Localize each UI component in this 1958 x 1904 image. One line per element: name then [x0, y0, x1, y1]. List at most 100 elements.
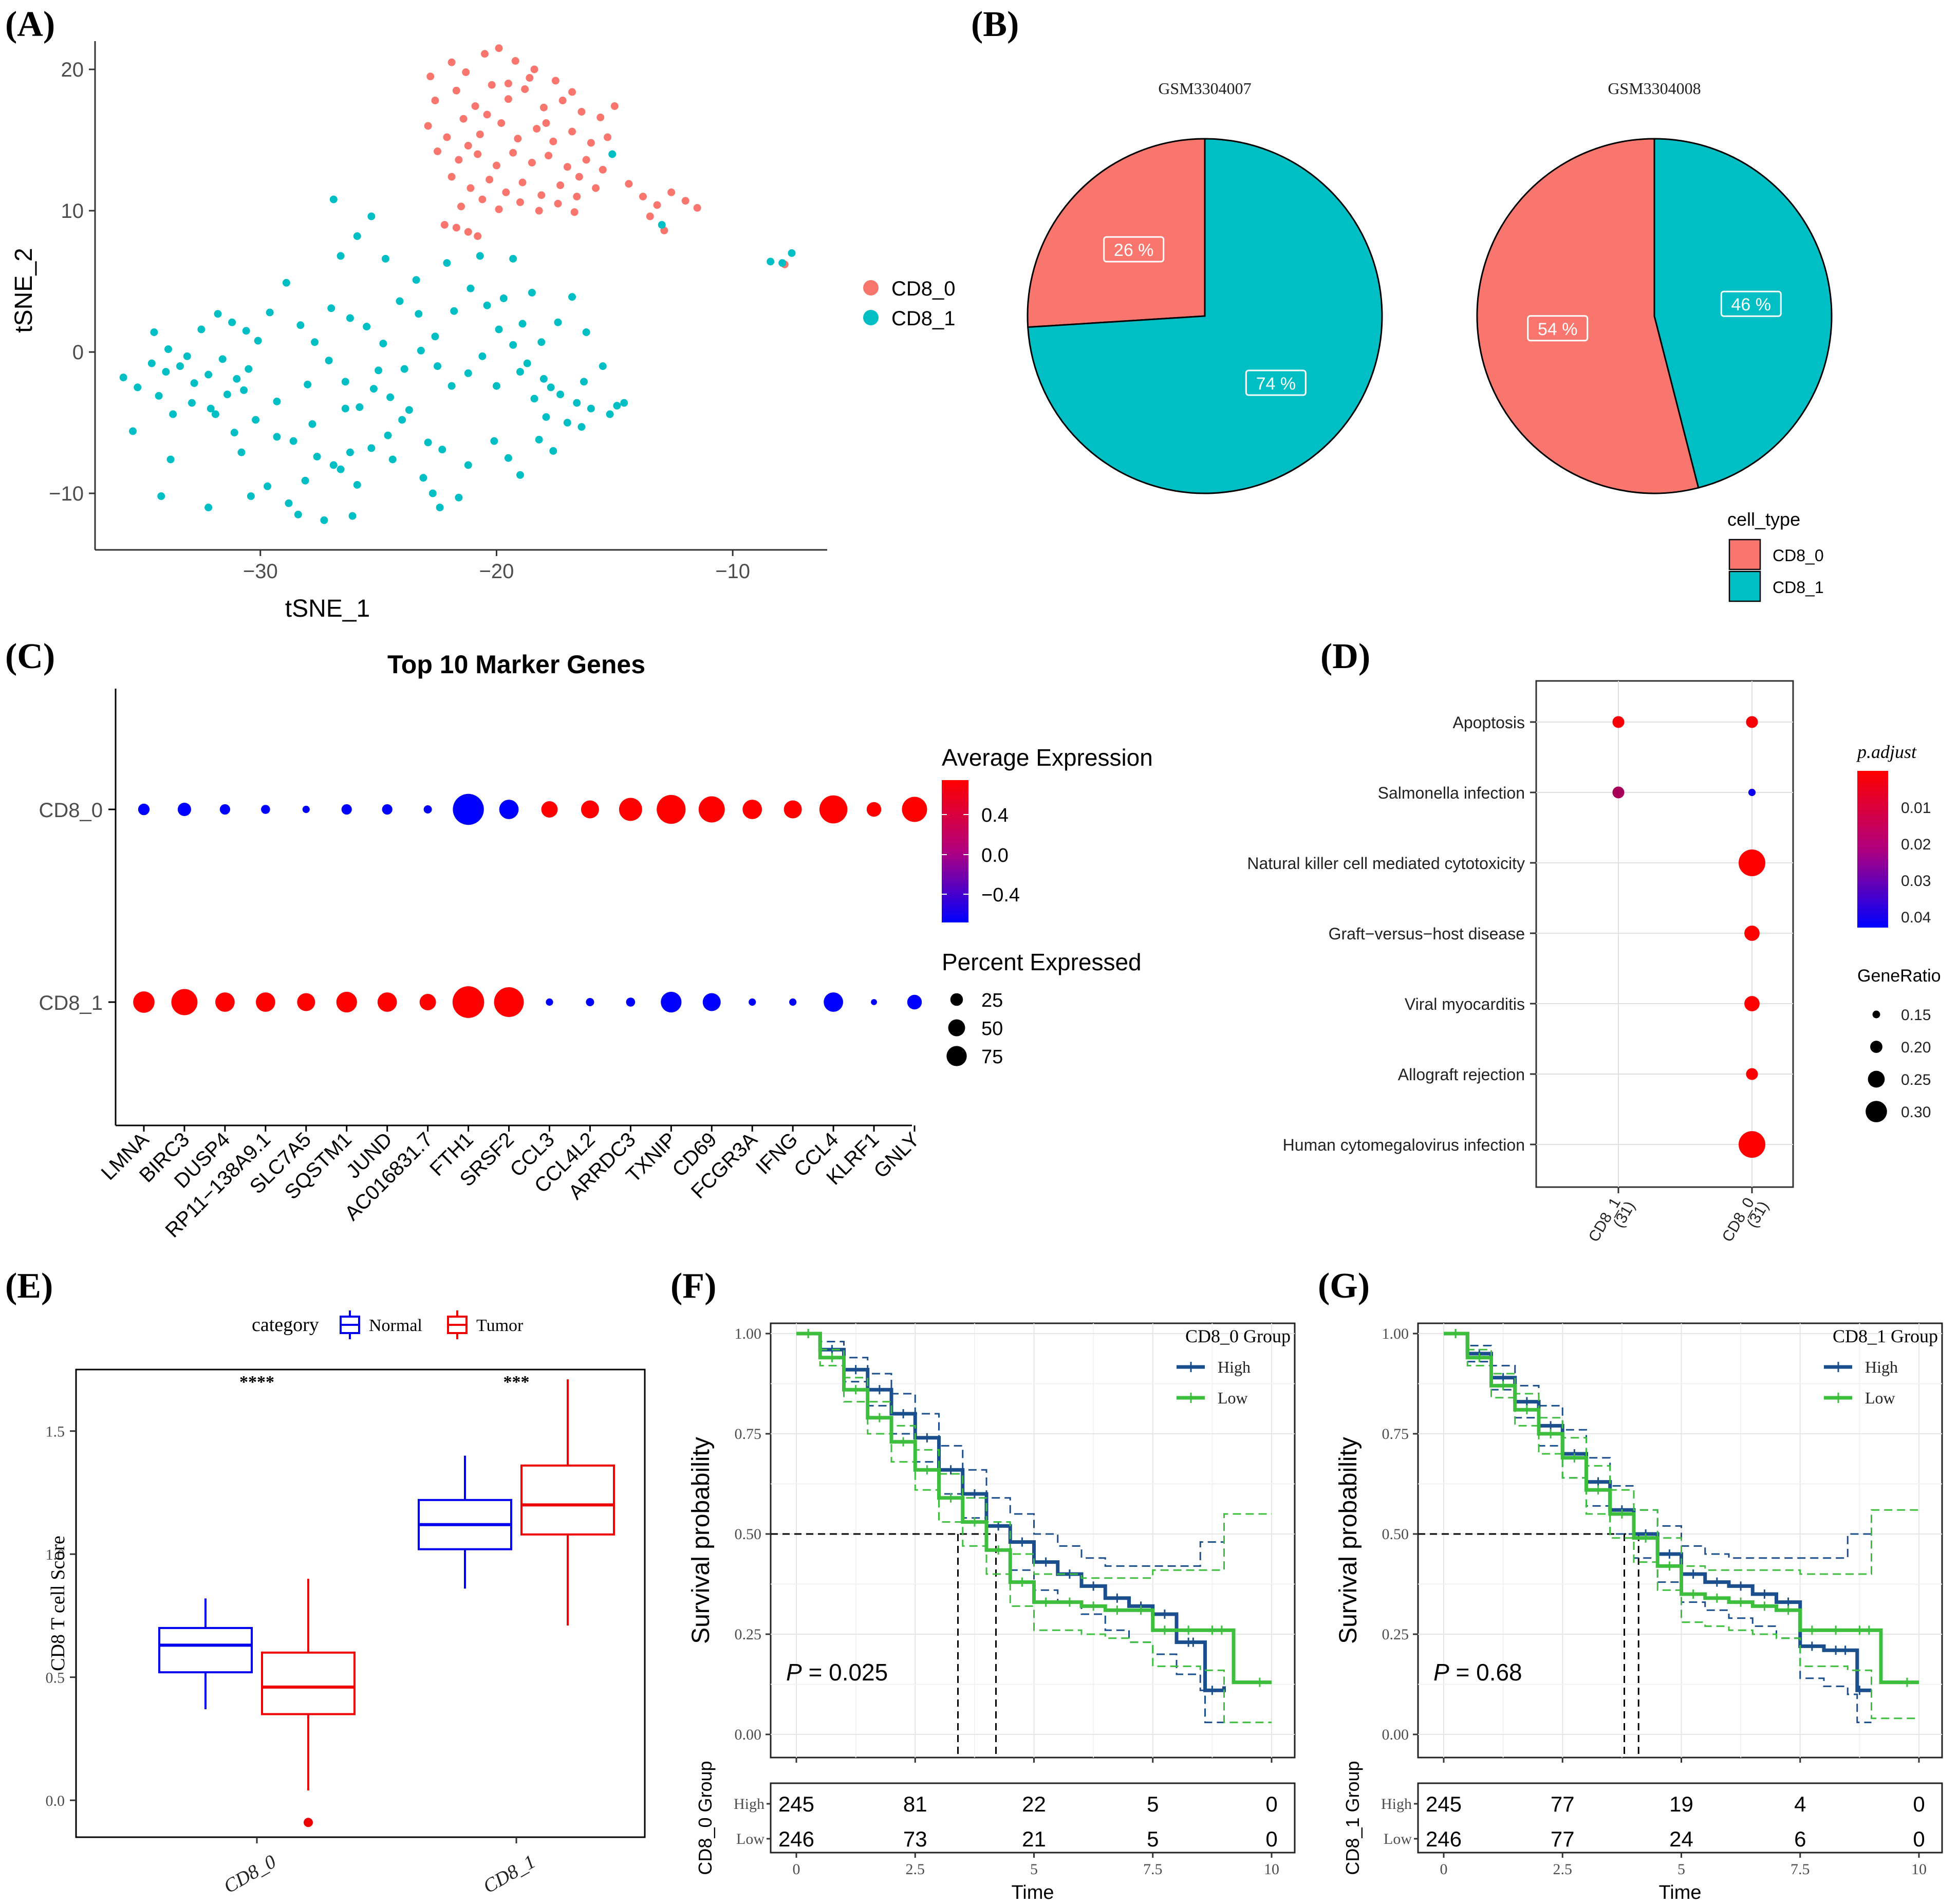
y-tick-label: 0.00 [735, 1726, 762, 1743]
dot-cd8-1 [626, 997, 636, 1007]
legend-title: category [252, 1314, 319, 1336]
x-tick-label: 2.5 [1553, 1861, 1573, 1878]
point-cd8-1 [788, 249, 796, 257]
point-cd8-1 [273, 433, 281, 441]
enrichment-dot [1612, 786, 1625, 799]
point-cd8-1 [320, 516, 328, 524]
point-cd8-0 [495, 44, 503, 52]
y-tick-label: 10 [61, 200, 84, 223]
point-cd8-0 [575, 173, 583, 181]
point-cd8-0 [447, 58, 456, 66]
point-cd8-1 [296, 321, 305, 329]
point-cd8-0 [554, 199, 562, 208]
risk-row-label: High [1381, 1796, 1412, 1813]
survival-curve-low [1444, 1332, 1919, 1685]
point-cd8-0 [639, 193, 647, 200]
point-cd8-1 [197, 325, 206, 334]
panel-label-E: (E) [5, 1266, 53, 1306]
y-tick-label: 0.0 [46, 1792, 65, 1809]
point-cd8-1 [119, 374, 127, 381]
panel-label-B: (B) [971, 5, 1019, 44]
x-tick-label: 0 [1440, 1861, 1448, 1878]
point-cd8-0 [474, 150, 482, 158]
point-cd8-1 [530, 395, 538, 403]
y-axis-label: tSNE_2 [10, 248, 38, 332]
y-tick-label: 0.50 [1382, 1526, 1409, 1543]
point-cd8-0 [533, 125, 541, 133]
panel-a: −30 −20 −10 −10 0 10 20 tSNE_1 tSNE_2 CD8_0 CD8_1 [10, 41, 956, 622]
point-cd8-1 [211, 410, 219, 418]
risk-count: 0 [1265, 1792, 1277, 1816]
pie-slice-cd8-1 [1027, 138, 1383, 494]
point-cd8-1 [155, 392, 163, 400]
point-cd8-1 [608, 150, 617, 158]
point-cd8-0 [478, 195, 487, 204]
risk-count: 245 [778, 1792, 814, 1816]
dot-cd8-1 [377, 992, 397, 1012]
x-tick-label: 2.5 [906, 1861, 925, 1878]
dot-cd8-1 [494, 987, 524, 1017]
point-cd8-1 [337, 465, 345, 473]
ratio-label: 0.15 [1901, 1007, 1931, 1024]
point-cd8-1 [294, 510, 302, 519]
colorbar-label: 0.0 [981, 845, 1009, 866]
dot-cd8-0 [698, 796, 725, 823]
risk-count: 246 [778, 1827, 814, 1851]
dot-cd8-0 [219, 804, 230, 815]
y-tick-label: 1.5 [46, 1424, 65, 1440]
legend-label: CD8_0 [891, 278, 956, 300]
point-cd8-1 [367, 444, 376, 452]
point-cd8-1 [464, 461, 472, 469]
point-cd8-0 [526, 74, 534, 82]
risk-count: 22 [1022, 1792, 1046, 1816]
risk-count: 24 [1669, 1827, 1693, 1851]
point-cd8-0 [558, 97, 567, 104]
point-cd8-0 [599, 165, 607, 174]
ci-upper-low [1444, 1333, 1919, 1575]
p-value-text: = 0.025 [802, 1659, 888, 1686]
p-value: P = 0.68 [1433, 1659, 1522, 1686]
point-cd8-1 [412, 276, 420, 284]
size-label: 75 [981, 1046, 1003, 1068]
dot-cd8-1 [702, 993, 721, 1011]
dot-cd8-1 [171, 989, 198, 1015]
y-tick-label: 0.5 [46, 1670, 65, 1687]
risk-table-border [770, 1782, 1296, 1854]
survival-curve-low [796, 1332, 1272, 1685]
ratio-key [1868, 1070, 1885, 1088]
dot-cd8-1 [824, 992, 843, 1012]
enrichment-dot [1739, 1131, 1765, 1158]
legend-label: High [1218, 1358, 1251, 1376]
point-cd8-1 [329, 461, 338, 469]
legend-label: Low [1218, 1389, 1248, 1407]
panel-label-G: (G) [1318, 1266, 1370, 1306]
padj-label: 0.03 [1901, 873, 1931, 890]
ratio-key [1872, 1010, 1880, 1019]
point-cd8-0 [459, 115, 468, 123]
term-label: Salmonella infection [1378, 784, 1525, 802]
point-cd8-1 [150, 328, 158, 336]
point-cd8-1 [400, 365, 408, 373]
point-cd8-0 [681, 197, 689, 205]
dot-cd8-1 [871, 999, 877, 1005]
dot-cd8-1 [255, 992, 275, 1012]
point-cd8-0 [426, 72, 435, 81]
risk-count: 0 [1913, 1792, 1925, 1816]
risk-row-label: Low [736, 1831, 764, 1847]
panel-b: GSM3304007 26 % 74 % GSM3304008 54 % 46 % cell… [1027, 79, 1833, 602]
legend-key [1728, 539, 1761, 570]
risk-table-ylabel: CD8_1 Group [1342, 1761, 1363, 1875]
y-tick-label: 1.0 [46, 1546, 65, 1563]
p-value: P = 0.025 [786, 1659, 888, 1686]
x-axis-label: Time [1658, 1882, 1701, 1903]
enrichment-dot [1746, 1068, 1758, 1080]
point-cd8-1 [778, 259, 787, 267]
plot-border [75, 1369, 646, 1838]
x-tick-label: 10 [1264, 1861, 1279, 1878]
legend-title: cell_type [1727, 509, 1800, 530]
ratio-key [1870, 1041, 1882, 1053]
risk-count: 0 [1265, 1827, 1277, 1851]
point-cd8-0 [504, 95, 512, 103]
legend-key [863, 310, 879, 325]
